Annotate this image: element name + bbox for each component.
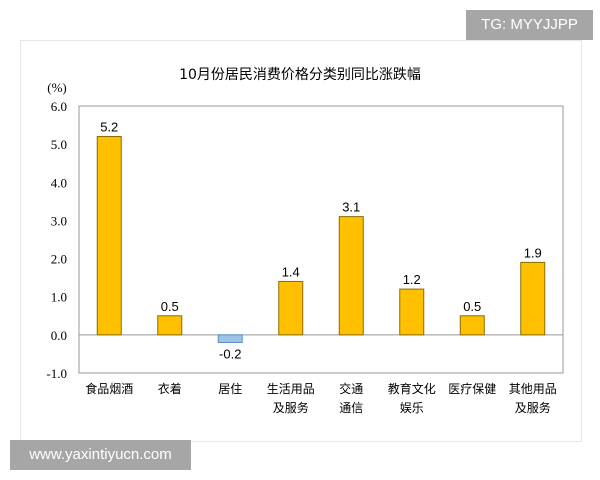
x-category-label: 娱乐 [400, 401, 424, 415]
x-category-label: 教育文化 [388, 381, 436, 396]
x-category-label: 交通 [339, 381, 363, 396]
data-label: 1.4 [282, 264, 300, 279]
data-label: -0.2 [219, 346, 241, 361]
y-tick-label: 1.0 [51, 290, 67, 305]
y-tick-label: 5.0 [51, 137, 67, 152]
bar [157, 315, 183, 336]
y-tick-label: 2.0 [51, 252, 67, 267]
x-category-label: 通信 [339, 401, 363, 415]
data-label: 0.5 [463, 299, 481, 314]
data-label: 5.2 [100, 120, 118, 135]
x-category-label: 及服务 [515, 400, 551, 415]
data-label: 3.1 [342, 200, 360, 215]
x-category-label: 及服务 [273, 400, 309, 415]
x-category-label: 其他用品 [509, 382, 557, 396]
x-category-label: 生活用品 [267, 382, 315, 396]
bar [459, 315, 485, 336]
y-tick-label: 0.0 [51, 328, 67, 343]
chart-title: 10月份居民消费价格分类别同比涨跌幅 [179, 67, 421, 83]
data-label: 1.2 [403, 272, 421, 287]
x-category-label: 食品烟酒 [85, 381, 133, 396]
bar [96, 136, 122, 336]
data-label: 1.9 [524, 245, 542, 260]
bar [520, 261, 546, 336]
data-label: 0.5 [161, 299, 179, 314]
x-category-label: 医疗保健 [448, 382, 496, 396]
bar [278, 280, 304, 336]
y-axis-unit: (%) [47, 80, 67, 95]
watermark-top: TG: MYYJJPP [466, 10, 593, 40]
bar [399, 288, 425, 336]
x-category-label: 衣着 [158, 381, 182, 396]
bar [338, 216, 364, 336]
y-tick-label: 3.0 [51, 213, 67, 228]
y-tick-label: 4.0 [51, 175, 67, 190]
plot-area [78, 105, 564, 374]
x-category-label: 居住 [218, 382, 242, 396]
y-tick-label: -1.0 [46, 366, 67, 381]
watermark-bottom: www.yaxintiyucn.com [10, 440, 191, 470]
bar [217, 334, 243, 343]
y-tick-label: 6.0 [51, 99, 67, 114]
